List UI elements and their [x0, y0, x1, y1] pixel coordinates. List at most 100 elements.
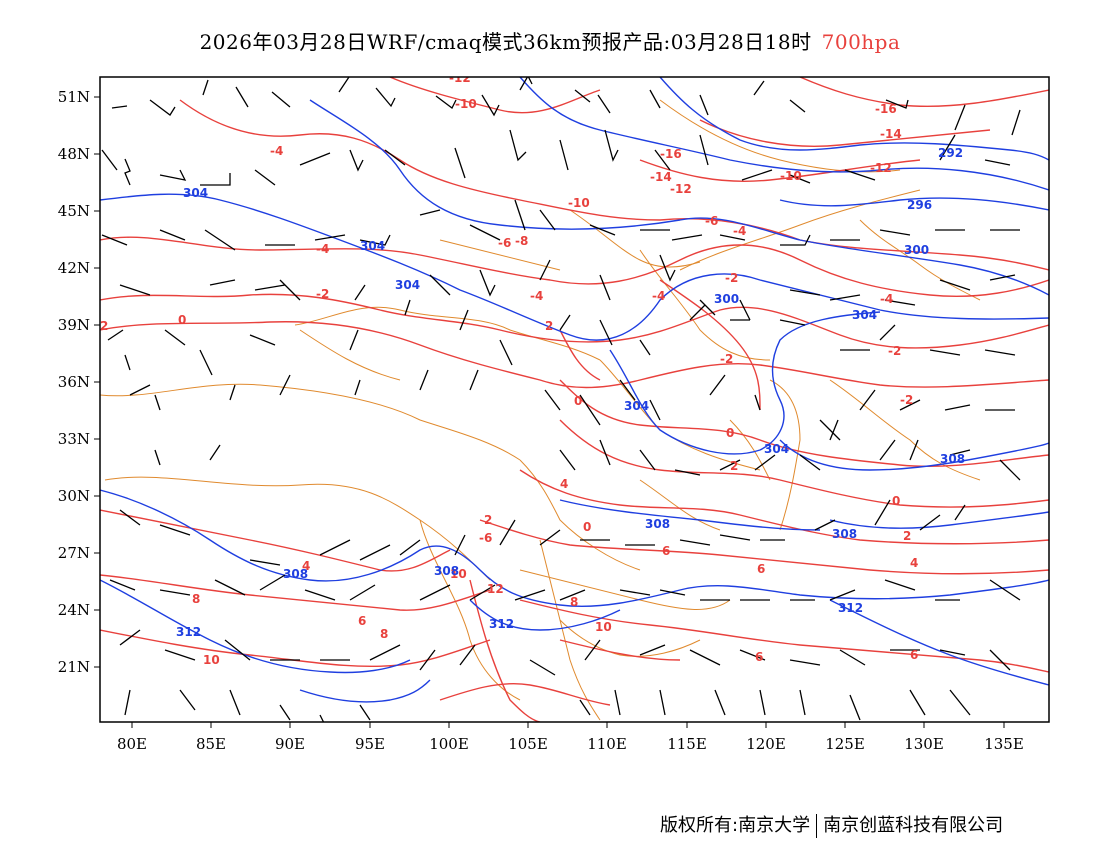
temp-label: -4 — [733, 224, 746, 238]
geo-label: 308 — [645, 517, 670, 531]
temp-label: 6 — [755, 650, 763, 664]
temp-label: -10 — [568, 196, 590, 210]
temp-label: -4 — [530, 289, 543, 303]
temp-label: -12 — [870, 161, 892, 175]
temp-label: 8 — [192, 592, 200, 606]
geo-label: 308 — [434, 564, 459, 578]
lon-tick-label: 130E — [904, 735, 944, 753]
geo-label: 304 — [395, 278, 420, 292]
lat-tick-label: 33N — [58, 430, 90, 448]
temp-label: 10 — [203, 653, 220, 667]
geo-label: 292 — [938, 146, 963, 160]
geo-label: 312 — [489, 617, 514, 631]
lon-tick-label: 100E — [429, 735, 469, 753]
temp-label: -16 — [875, 102, 897, 116]
temp-label: 6 — [358, 614, 366, 628]
geo-label: 304 — [183, 186, 208, 200]
lat-tick-label: 36N — [58, 373, 90, 391]
temp-label: -4 — [652, 289, 665, 303]
lon-tick-label: 115E — [667, 735, 707, 753]
geo-label: 304 — [624, 399, 649, 413]
pressure-level: 700hpa — [821, 30, 901, 54]
longitude-labels: 80E 85E 90E 95E 100E 105E 110E 115E 120E… — [117, 735, 1024, 753]
temp-label: 10 — [450, 567, 467, 581]
temp-label: 0 — [892, 494, 900, 508]
temp-label: 2 — [545, 319, 553, 333]
geo-label: 308 — [940, 452, 965, 466]
temp-label: -4 — [316, 242, 329, 256]
lat-tick-label: 24N — [58, 601, 90, 619]
temp-label: -8 — [515, 234, 528, 248]
latitude-axis — [94, 96, 100, 668]
temp-label: -12 — [449, 71, 471, 85]
lon-tick-label: 125E — [825, 735, 865, 753]
temp-label: 10 — [595, 620, 612, 634]
temp-label: -10 — [455, 97, 477, 111]
geopotential-contours — [100, 77, 1049, 703]
lat-tick-label: 27N — [58, 544, 90, 562]
temp-label: 0 — [583, 520, 591, 534]
temp-label: 2 — [730, 459, 738, 473]
latitude-labels: 51N 48N 45N 42N 39N 36N 33N 30N 27N 24N … — [58, 88, 90, 676]
temperature-labels: -12 -10 -16 -16 -14 -14 -12 -12 -10 -10 … — [100, 71, 918, 667]
map-title: 2026年03月28日WRF/cmaq模式36km预报产品:03月28日18时 7… — [0, 26, 1100, 55]
geo-label: 304 — [360, 239, 385, 253]
temp-label: 4 — [302, 559, 310, 573]
geo-label: 308 — [283, 567, 308, 581]
temp-label: -10 — [780, 169, 802, 183]
geo-label: 304 — [852, 308, 877, 322]
temp-label: 6 — [910, 648, 918, 662]
temp-label: -2 — [316, 287, 329, 301]
wind-barbs — [101, 77, 1021, 722]
temp-label: -6 — [705, 214, 718, 228]
border-lines — [100, 99, 981, 721]
geo-label: 296 — [907, 198, 932, 212]
temp-label: -12 — [670, 182, 692, 196]
lon-tick-label: 110E — [587, 735, 627, 753]
temp-label: 2 — [903, 529, 911, 543]
lat-tick-label: 42N — [58, 259, 90, 277]
temp-label: 6 — [662, 544, 670, 558]
temp-label: 0 — [574, 394, 582, 408]
lat-tick-label: 48N — [58, 145, 90, 163]
temp-label: -16 — [660, 147, 682, 161]
geo-label: 304 — [764, 442, 789, 456]
geo-label: 308 — [832, 527, 857, 541]
footer: 版权所有:南京大学 南京创蓝科技有限公司 — [660, 811, 1003, 838]
lon-tick-label: 135E — [984, 735, 1024, 753]
temp-label: -2 — [900, 393, 913, 407]
lat-tick-label: 21N — [58, 658, 90, 676]
temp-label: -2 — [888, 344, 901, 358]
temp-label: -14 — [880, 127, 902, 141]
temp-label: -2 — [720, 352, 733, 366]
temp-label: 6 — [757, 562, 765, 576]
lon-tick-label: 120E — [746, 735, 786, 753]
temp-label: -2 — [725, 271, 738, 285]
company-name: 南京创蓝科技有限公司 — [823, 815, 1004, 836]
temp-label: 2 — [484, 513, 492, 527]
temp-label: 4 — [560, 477, 568, 491]
temp-label: 12 — [487, 582, 504, 596]
lat-tick-label: 39N — [58, 316, 90, 334]
temp-label: -6 — [479, 531, 492, 545]
temp-label: 8 — [380, 627, 388, 641]
lon-tick-label: 85E — [196, 735, 226, 753]
temp-label: 8 — [570, 595, 578, 609]
title-main: 2026年03月28日WRF/cmaq模式36km预报产品:03月28日18时 — [199, 30, 812, 54]
plot-frame — [99, 76, 1050, 723]
geo-label: 300 — [904, 243, 929, 257]
lon-tick-label: 105E — [508, 735, 548, 753]
longitude-axis — [131, 722, 1005, 728]
geo-label: 312 — [176, 625, 201, 639]
temperature-contours — [100, 77, 1049, 722]
lon-tick-label: 80E — [117, 735, 147, 753]
copyright-text: 版权所有:南京大学 — [660, 815, 811, 836]
temp-label: 0 — [178, 313, 186, 327]
temp-label: -4 — [270, 144, 283, 158]
footer-divider — [816, 814, 818, 838]
geopotential-labels: 304 304 304 304 300 300 296 292 304 304 … — [176, 146, 965, 639]
temp-label: 2 — [100, 319, 108, 333]
temp-label: -14 — [650, 170, 672, 184]
temp-label: -4 — [880, 292, 893, 306]
